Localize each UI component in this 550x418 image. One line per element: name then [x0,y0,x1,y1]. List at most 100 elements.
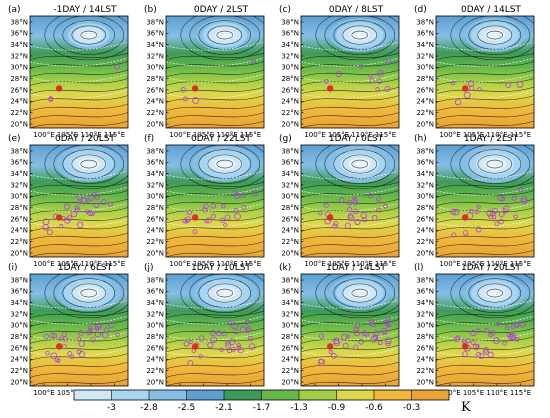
contour-line [301,186,399,196]
lat-label: 28°N [416,75,434,83]
convection-cell [108,202,113,207]
lat-label: 30°N [10,193,28,201]
lat-label: 26°N [146,344,164,352]
streamline [436,319,534,327]
convection-cell [385,316,390,322]
streamline [436,249,534,257]
convection-cell [233,208,239,213]
convection-cell [377,340,383,346]
convection-cell [206,217,212,224]
panel-field [166,16,264,128]
convection-cell [340,333,348,341]
lon-label: 100°E [169,131,190,139]
streamline [315,274,399,319]
streamline [44,16,128,61]
lat-label: 22°N [146,109,164,117]
streamline [315,145,399,190]
streamline [80,30,98,40]
panel-title: 1DAY / 0LST [329,134,384,144]
streamline [207,283,243,303]
streamline [30,95,128,103]
lat-label: 28°N [146,333,164,341]
convection-cell [246,326,252,332]
lat-label: 38°N [416,276,434,284]
lat-label: 34°N [146,299,164,307]
streamline [301,120,399,128]
colorbar-segment [111,390,150,400]
convection-cell [192,97,200,104]
convection-cell [331,353,337,359]
lat-label: 34°N [281,41,299,49]
lat-label: 32°N [10,310,28,318]
streamline [436,232,534,241]
contour-line [30,218,128,228]
streamline [436,241,534,249]
panel-e: (e) 0DAY / 20LST 38°N 36°N 34°N 32°N 30°N 28°N 2… [8,134,129,268]
streamline [30,353,128,361]
colorbar-label: -0.6 [365,403,383,413]
streamline [324,274,396,313]
streamline [62,149,116,179]
lat-label: 36°N [10,159,28,167]
convection-cell [108,322,115,329]
panel-letter: (g) [279,134,292,144]
convection-cell [215,330,222,337]
streamline [30,370,128,378]
convection-cell [318,210,323,216]
lat-label: 22°N [416,238,434,246]
colorbar-segment [336,390,375,400]
convection-cell [43,333,49,340]
panel-field [436,16,534,128]
lat-label: 32°N [146,181,164,189]
lat-label: 24°N [281,98,299,106]
lat-label: 20°N [10,378,28,386]
convection-cell [225,342,232,349]
convection-cell [455,335,461,341]
streamline [198,278,252,308]
lat-label: 24°N [10,98,28,106]
panel-field [436,145,534,257]
lat-label: 38°N [10,276,28,284]
convection-cell [509,332,517,340]
streamline [166,232,264,241]
streamline [62,20,116,50]
contour-line [436,186,534,196]
streamline [44,274,128,319]
lon-label: 105°E [193,260,214,268]
convection-cell [251,189,259,197]
contour-line [301,73,399,83]
convection-cell [502,340,507,346]
streamline [53,16,125,55]
streamline [486,30,504,40]
streamline [436,378,534,386]
convection-cell [188,339,193,345]
lat-label: 28°N [146,204,164,212]
panels-grid: (a) -1DAY / 14LST 38°N 36°N 34°N 32°N 30°N 28°N… [8,5,535,397]
contour-line [301,57,399,67]
lat-label: 26°N [146,215,164,223]
lon-label: 105°E [463,389,484,397]
streamline [166,95,264,103]
panel-frame [435,273,535,387]
lat-label: 36°N [146,288,164,296]
streamline [436,120,534,128]
convection-cell [385,340,391,347]
lon-label: 100°E [169,260,190,268]
lat-label: 28°N [281,75,299,83]
streamline [30,224,128,232]
lat-label: 36°N [281,30,299,38]
streamline [301,361,399,370]
lon-label: 110°E [486,389,507,397]
lat-label: 38°N [416,147,434,155]
lon-label: 105°E [328,260,349,268]
lat-label: 30°N [416,322,434,330]
panel-frame [29,144,129,258]
convection-cell [77,221,84,229]
contour-line [436,89,534,99]
lon-label: 110°E [351,131,372,139]
streamline [30,232,128,241]
convection-cell [369,78,375,84]
convection-cell [96,322,103,329]
lat-label: 30°N [416,64,434,72]
contour-line [166,73,264,83]
